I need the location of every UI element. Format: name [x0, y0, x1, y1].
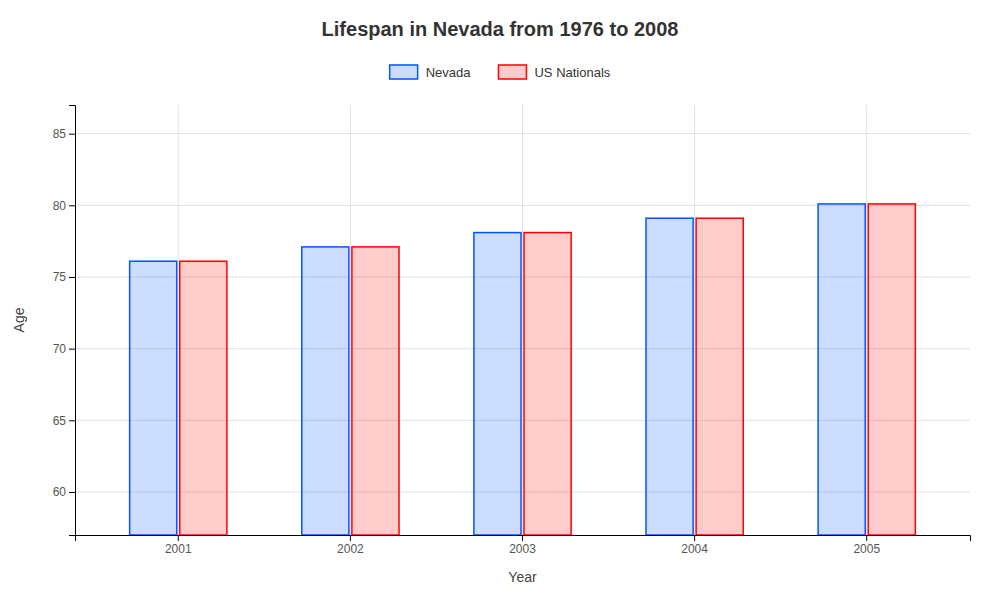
- tick: 70: [53, 342, 75, 356]
- grid-line: [694, 105, 695, 535]
- tick-mark: [178, 535, 179, 541]
- legend-swatch: [498, 65, 526, 79]
- legend-item: US Nationals: [498, 65, 610, 80]
- tick-label: 65: [53, 414, 67, 428]
- tick-label: 2001: [165, 542, 192, 556]
- grid-line: [350, 105, 351, 535]
- tick: 2002: [337, 535, 364, 556]
- tick-label: 2003: [509, 542, 536, 556]
- tick-label: 2004: [681, 542, 708, 556]
- legend: Nevada US Nationals: [390, 65, 611, 80]
- axis-line: [76, 536, 971, 542]
- tick-mark: [69, 205, 75, 206]
- tick-label: 2002: [337, 542, 364, 556]
- tick-mark: [694, 535, 695, 541]
- tick-label: 85: [53, 127, 67, 141]
- grid-line: [522, 105, 523, 535]
- x-axis-title: Year: [508, 569, 537, 585]
- bar: [868, 204, 915, 535]
- tick: 2001: [165, 535, 192, 556]
- tick-label: 80: [53, 199, 67, 213]
- y-axis-title: Age: [11, 307, 27, 332]
- grid-line: [866, 105, 867, 535]
- tick-mark: [69, 492, 75, 493]
- tick: 80: [53, 199, 75, 213]
- bar: [352, 247, 399, 535]
- tick-label: 75: [53, 270, 67, 284]
- tick: 2004: [681, 535, 708, 556]
- tick-label: 60: [53, 485, 67, 499]
- bars: [130, 204, 916, 535]
- tick-mark: [69, 134, 75, 135]
- chart: Lifespan in Nevada from 1976 to 2008 60 65…: [0, 0, 1000, 600]
- bar: [474, 233, 521, 535]
- bar: [180, 261, 227, 535]
- tick: 2005: [853, 535, 880, 556]
- tick-label: 70: [53, 342, 67, 356]
- tick: 2003: [509, 535, 536, 556]
- tick-mark: [69, 349, 75, 350]
- grid: [75, 105, 970, 535]
- grid-line: [178, 105, 179, 535]
- plot-area: 60 65 70 75 80 85 2001 2002 2003 2004 2005: [53, 105, 971, 556]
- chart-container: Lifespan in Nevada from 1976 to 2008 60 65…: [0, 0, 1000, 600]
- y-axis: 60 65 70 75 80 85: [53, 106, 76, 536]
- tick: 65: [53, 414, 75, 428]
- legend-label: Nevada: [426, 65, 472, 80]
- axis-line: [69, 106, 76, 536]
- legend-item: Nevada: [390, 65, 472, 80]
- tick-mark: [69, 277, 75, 278]
- bar: [646, 218, 693, 535]
- bar-series: [180, 204, 916, 535]
- tick: 75: [53, 270, 75, 284]
- tick-mark: [866, 535, 867, 541]
- bar-series: [130, 204, 866, 535]
- tick-mark: [522, 535, 523, 541]
- bar: [818, 204, 865, 535]
- tick-mark: [69, 420, 75, 421]
- legend-label: US Nationals: [534, 65, 610, 80]
- legend-swatch: [390, 65, 418, 79]
- tick: 85: [53, 127, 75, 141]
- x-axis: 2001 2002 2003 2004 2005: [76, 535, 971, 556]
- bar: [696, 218, 743, 535]
- bar: [130, 261, 177, 535]
- bar: [302, 247, 349, 535]
- tick-label: 2005: [853, 542, 880, 556]
- tick-mark: [350, 535, 351, 541]
- title: Lifespan in Nevada from 1976 to 2008: [322, 18, 679, 40]
- bar: [524, 233, 571, 535]
- tick: 60: [53, 485, 75, 499]
